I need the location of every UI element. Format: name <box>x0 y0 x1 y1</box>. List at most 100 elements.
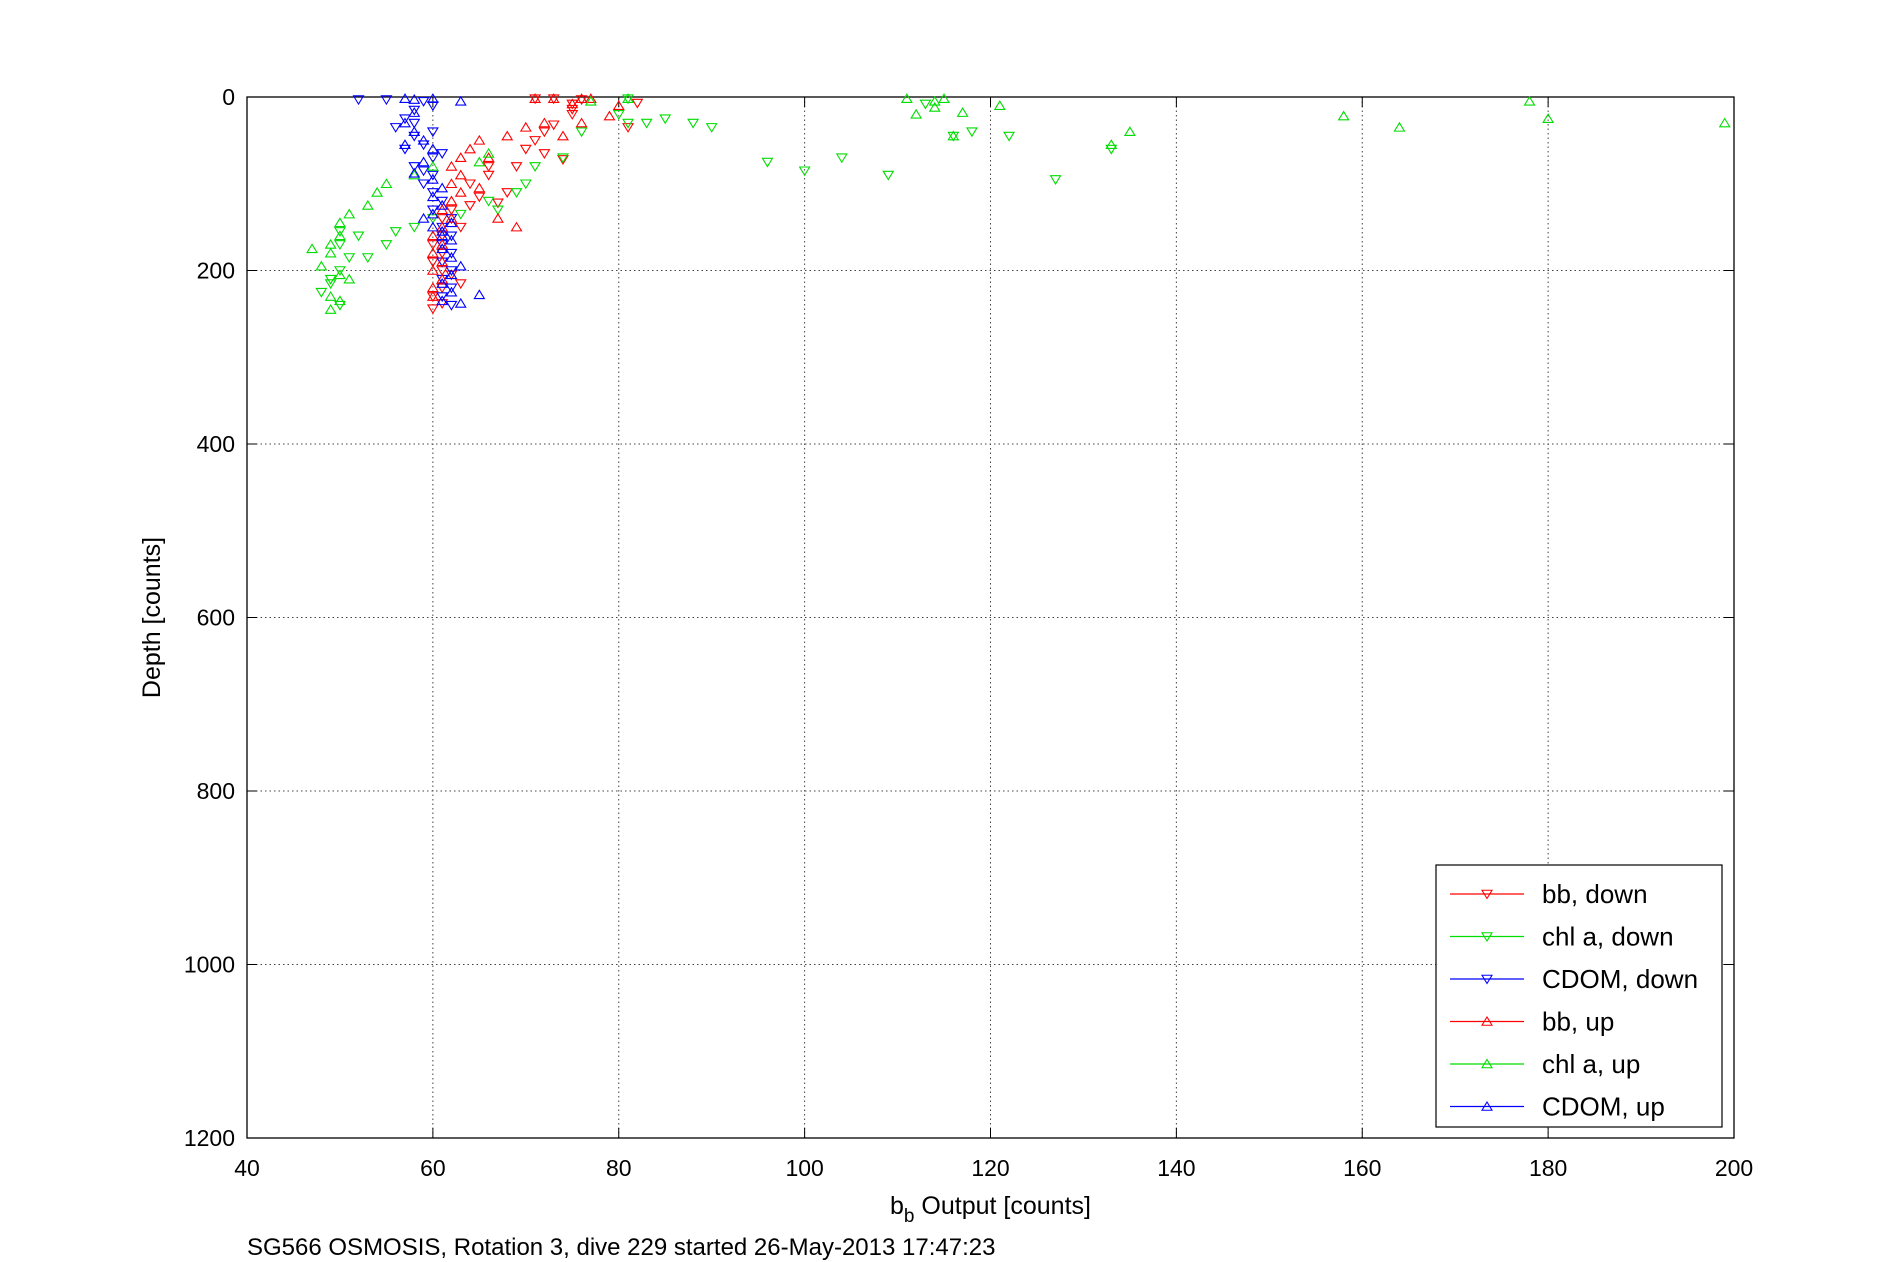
data-point <box>426 143 439 154</box>
data-point <box>464 201 477 211</box>
data-point <box>445 160 458 171</box>
data-point <box>426 208 439 219</box>
data-point <box>928 95 941 106</box>
data-point <box>473 156 486 167</box>
data-point <box>1105 139 1118 150</box>
data-point <box>436 243 449 254</box>
data-point <box>445 205 458 216</box>
data-point <box>761 157 774 168</box>
data-point <box>445 212 458 223</box>
data-point <box>399 139 411 150</box>
data-point <box>910 108 923 119</box>
data-point <box>575 95 588 106</box>
data-point <box>566 110 579 120</box>
data-point <box>575 127 588 138</box>
data-point <box>519 179 532 190</box>
data-point <box>417 179 430 190</box>
x-tick-label: 60 <box>420 1155 446 1181</box>
data-point <box>408 162 421 172</box>
data-point <box>436 295 449 306</box>
data-point <box>324 247 337 258</box>
data-point <box>436 273 449 284</box>
data-point <box>426 247 439 258</box>
data-point <box>333 295 346 306</box>
data-point <box>622 123 635 133</box>
data-point <box>482 196 495 207</box>
x-tick-label: 120 <box>971 1155 1009 1181</box>
data-point <box>436 230 449 241</box>
data-point <box>454 209 467 220</box>
data-point <box>965 127 978 138</box>
data-point <box>352 95 365 106</box>
data-point <box>380 240 393 251</box>
data-point <box>399 144 411 155</box>
data-point <box>584 95 597 106</box>
data-point <box>482 170 495 181</box>
data-point <box>445 266 458 277</box>
data-point <box>1003 131 1016 142</box>
data-point <box>454 222 467 233</box>
data-point <box>1105 144 1118 155</box>
data-point <box>603 110 616 121</box>
data-point <box>352 231 365 242</box>
data-point <box>445 300 458 311</box>
data-point <box>436 277 449 288</box>
x-tick-label: 160 <box>1343 1155 1381 1181</box>
legend-item: chl a, up <box>1450 1049 1640 1079</box>
data-point <box>408 107 421 117</box>
data-point <box>798 166 811 177</box>
data-point <box>1542 113 1555 123</box>
x-tick-label: 80 <box>606 1155 632 1181</box>
legend-label: CDOM, up <box>1542 1092 1665 1122</box>
data-point <box>436 214 449 225</box>
legend-marker <box>1481 974 1493 985</box>
data-point <box>445 195 458 206</box>
data-point <box>519 144 532 155</box>
data-point <box>426 188 439 198</box>
data-point <box>529 162 542 172</box>
y-tick-label: 200 <box>197 258 235 284</box>
data-point <box>436 256 449 267</box>
data-point <box>399 117 411 128</box>
data-point <box>454 297 467 308</box>
data-point <box>1049 175 1062 185</box>
data-point <box>306 243 319 254</box>
data-point <box>417 97 430 107</box>
data-point <box>389 227 402 238</box>
data-point <box>343 253 356 264</box>
data-point <box>445 231 458 242</box>
data-point <box>417 212 430 223</box>
data-point <box>454 186 467 197</box>
data-point <box>882 170 895 181</box>
data-point <box>510 221 523 232</box>
data-point <box>612 100 625 110</box>
data-point <box>566 104 579 115</box>
data-point <box>445 286 458 297</box>
data-point <box>426 205 439 216</box>
legend-item: CDOM, up <box>1450 1092 1665 1122</box>
x-tick-label: 40 <box>234 1155 260 1181</box>
data-point <box>501 188 514 198</box>
data-point <box>426 93 439 104</box>
data-point <box>445 217 458 228</box>
data-point <box>584 93 597 104</box>
data-point <box>557 153 569 164</box>
data-point <box>324 290 337 301</box>
legend-marker <box>1481 932 1493 943</box>
x-axis-label: bb Output [counts] <box>890 1192 1091 1227</box>
data-point <box>408 131 421 142</box>
legend-label: chl a, down <box>1542 922 1674 952</box>
legend: bb, down chl a, down CDOM, down bb, up chl a… <box>1435 864 1723 1128</box>
legend-box <box>1435 864 1723 1128</box>
data-point <box>324 279 337 290</box>
data-point <box>529 136 542 146</box>
data-point <box>399 93 411 104</box>
data-point <box>408 126 421 136</box>
data-point <box>426 101 439 112</box>
legend-marker <box>1481 889 1493 900</box>
data-point <box>445 269 458 280</box>
legend-marker <box>1481 1058 1493 1069</box>
legend-marker <box>1481 1100 1493 1111</box>
data-point <box>1337 110 1350 121</box>
data-point <box>547 93 560 104</box>
